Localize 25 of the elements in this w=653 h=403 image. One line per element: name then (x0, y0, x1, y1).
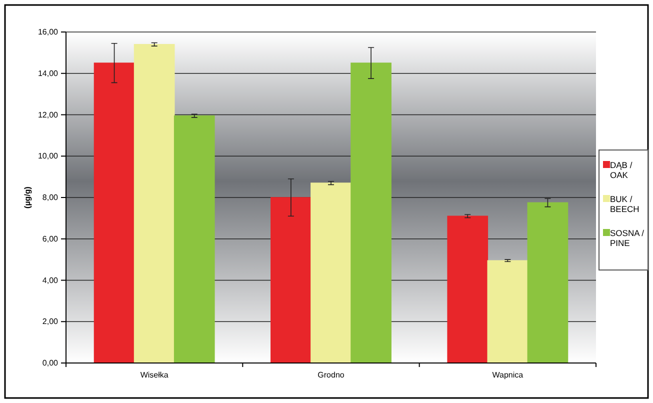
y-tick-label: 10,00 (38, 152, 59, 161)
y-tick-label: 16,00 (38, 28, 59, 37)
bar (270, 197, 312, 364)
bar (134, 44, 175, 364)
y-tick-label: 4,00 (42, 276, 59, 285)
legend-label: SOSNA / PINE (610, 228, 645, 248)
legend-label: BUK / BEECH (610, 194, 640, 214)
bar (310, 182, 352, 364)
bar (174, 115, 215, 364)
y-axis-title: (µg/g) (23, 186, 32, 208)
bar (447, 216, 488, 364)
x-tick-label: Wisełka (140, 370, 169, 380)
bar (487, 260, 528, 364)
bar (350, 62, 392, 364)
y-tick-label: 14,00 (38, 68, 59, 78)
y-tick-label: 2,00 (42, 317, 59, 326)
legend-label: DĄB / OAK (610, 160, 633, 180)
y-tick-label: 6,00 (42, 234, 59, 244)
x-tick-label: Grodno (318, 370, 345, 380)
y-tick-label: 0,00 (42, 358, 59, 368)
bar (94, 62, 135, 364)
bar (527, 202, 568, 364)
y-tick-label: 8,00 (42, 193, 59, 202)
y-tick-label: 12,00 (38, 110, 59, 120)
x-tick-label: Wapnica (492, 370, 524, 380)
